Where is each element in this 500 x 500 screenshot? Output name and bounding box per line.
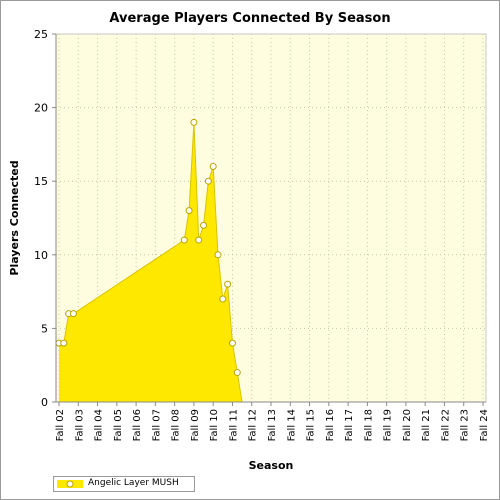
- x-tick-label: Fall 18: [363, 409, 374, 441]
- y-tick-label: 20: [34, 102, 48, 115]
- x-tick-label: Fall 04: [94, 409, 105, 441]
- data-point: [204, 177, 212, 185]
- y-tick-label: 10: [34, 249, 48, 262]
- x-tick-label: Fall 22: [440, 409, 451, 441]
- data-point: [228, 339, 236, 347]
- x-tick-label: Fall 09: [190, 409, 201, 441]
- x-tick-label: Fall 16: [325, 409, 336, 441]
- data-point: [219, 295, 227, 303]
- x-tick-label: Fall 23: [460, 409, 471, 441]
- legend-label: Angelic Layer MUSH: [88, 478, 179, 488]
- x-tick-label: Fall 20: [402, 409, 413, 441]
- legend: Angelic Layer MUSH: [53, 476, 195, 492]
- x-tick-label: Fall 03: [74, 409, 85, 441]
- x-axis-ticks: Fall 02 Fall 03 Fall 04 Fall 05 Fall 06 Fall …: [55, 402, 490, 441]
- chart-title: Average Players Connected By Season: [109, 11, 390, 26]
- data-point: [209, 162, 217, 170]
- y-axis-ticks: 0 5 10 15 20 25: [34, 28, 56, 409]
- x-tick-label: Fall 06: [132, 409, 143, 441]
- x-tick-label: Fall 17: [344, 409, 355, 441]
- x-tick-label: Fall 14: [286, 409, 297, 441]
- x-tick-label: Fall 13: [267, 409, 278, 441]
- x-tick-label: Fall 21: [421, 409, 432, 441]
- data-point: [180, 236, 188, 244]
- y-tick-label: 5: [41, 322, 48, 335]
- x-tick-label: Fall 12: [248, 409, 259, 441]
- x-tick-label: Fall 24: [479, 409, 490, 441]
- x-tick-label: Fall 02: [55, 409, 66, 441]
- data-point: [190, 118, 198, 126]
- x-axis-label: Season: [249, 459, 294, 472]
- data-point: [200, 221, 208, 229]
- data-point: [224, 280, 232, 288]
- y-tick-label: 25: [34, 28, 48, 41]
- x-tick-label: Fall 11: [228, 409, 239, 441]
- data-point: [195, 236, 203, 244]
- legend-swatch: [57, 480, 83, 488]
- x-tick-label: Fall 08: [171, 409, 182, 441]
- x-tick-label: Fall 10: [209, 409, 220, 441]
- data-point: [214, 251, 222, 259]
- y-tick-label: 0: [41, 396, 48, 409]
- x-tick-label: Fall 07: [151, 409, 162, 441]
- y-tick-label: 15: [34, 175, 48, 188]
- series-markers: [55, 118, 241, 377]
- y-axis-label: Players Connected: [8, 160, 21, 275]
- data-point: [60, 339, 68, 347]
- data-point: [185, 207, 193, 215]
- data-point: [69, 310, 77, 318]
- data-point: [233, 369, 241, 377]
- x-tick-label: Fall 15: [306, 409, 317, 441]
- series-area-fill: [59, 122, 483, 402]
- x-tick-label: Fall 19: [383, 409, 394, 441]
- x-tick-label: Fall 05: [113, 409, 124, 441]
